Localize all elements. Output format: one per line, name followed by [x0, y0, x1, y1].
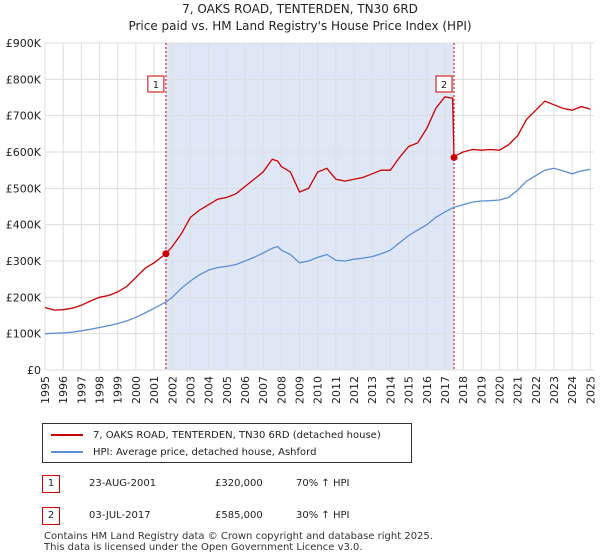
sale-row: 1 23-AUG-2001 £320,000 70% ↑ HPI	[42, 475, 600, 493]
chart-title: 7, OAKS ROAD, TENTERDEN, TN30 6RD	[182, 2, 418, 16]
sale-hpi-change: 70% ↑ HPI	[296, 478, 350, 489]
x-tick-label: 2008	[275, 376, 288, 404]
price-chart: £0 £100K £200K £300K £400K £500K £600K £700K £80…	[6, 37, 598, 404]
legend-label-hpi: HPI: Average price, detached house, Ashf…	[93, 446, 317, 458]
x-tick-label: 1996	[57, 376, 70, 404]
y-tick-label: £500K	[6, 182, 42, 195]
y-tick-label: £100K	[6, 328, 42, 341]
x-tick-label: 2016	[421, 376, 434, 404]
sale-date: 23-AUG-2001	[89, 478, 157, 489]
sale-label-number: 2	[441, 80, 447, 91]
y-tick-label: £200K	[6, 291, 42, 304]
legend-swatch-property	[51, 434, 83, 436]
x-tick-label: 2021	[512, 376, 525, 404]
y-tick-label: £0	[27, 364, 41, 377]
sale-price: £320,000	[215, 478, 263, 489]
x-tick-label: 2020	[493, 376, 506, 404]
x-tick-label: 2015	[403, 376, 416, 404]
sale-price: £585,000	[215, 510, 263, 521]
x-tick-label: 2006	[239, 376, 252, 404]
sale-date: 03-JUL-2017	[89, 510, 151, 521]
x-tick-label: 2022	[530, 376, 543, 404]
x-tick-label: 2014	[384, 376, 397, 404]
x-tick-label: 2017	[439, 376, 452, 404]
legend-label-property: 7, OAKS ROAD, TENTERDEN, TN30 6RD (detac…	[93, 429, 381, 441]
y-tick-label: £900K	[6, 37, 42, 50]
x-tick-label: 2012	[348, 376, 361, 404]
sale-label-box	[147, 75, 165, 93]
legend-item-hpi: HPI: Average price, detached house, Ashf…	[43, 444, 316, 460]
chart-legend: 7, OAKS ROAD, TENTERDEN, TN30 6RD (detac…	[42, 423, 412, 463]
x-tick-label: 2002	[166, 376, 179, 404]
x-tick-label: 2010	[312, 376, 325, 404]
x-tick-label: 2024	[566, 376, 579, 404]
hpi-line	[44, 167, 591, 335]
legend-item-property: 7, OAKS ROAD, TENTERDEN, TN30 6RD (detac…	[43, 427, 381, 443]
x-tick-label: 2011	[330, 376, 343, 404]
y-tick-label: £300K	[6, 255, 42, 268]
x-tick-label: 2000	[130, 376, 143, 404]
x-tick-label: 2023	[548, 376, 561, 404]
x-tick-label: 2004	[203, 376, 216, 404]
x-tick-label: 2001	[148, 376, 161, 404]
sale-badge: 2	[42, 507, 60, 525]
x-tick-label: 1995	[39, 376, 52, 404]
x-tick-label: 2009	[294, 376, 307, 404]
sale-hpi-change: 30% ↑ HPI	[296, 510, 350, 521]
sale-point	[450, 153, 458, 161]
x-tick-label: 1999	[112, 376, 125, 404]
x-tick-label: 2025	[584, 376, 597, 404]
shaded-period	[165, 43, 455, 370]
y-tick-label: £700K	[6, 110, 42, 123]
x-tick-label: 2005	[221, 376, 234, 404]
chart-subtitle: Price paid vs. HM Land Registry's House …	[128, 19, 472, 33]
x-tick-label: 1998	[94, 376, 107, 404]
property-price-line	[44, 96, 591, 311]
x-tick-label: 2007	[257, 376, 270, 404]
x-tick-label: 2003	[184, 376, 197, 404]
footer-licence: This data is licensed under the Open Gov…	[44, 542, 363, 553]
y-tick-label: £400K	[6, 219, 42, 232]
x-tick-label: 1997	[75, 376, 88, 404]
x-tick-label: 2013	[366, 376, 379, 404]
sale-label-number: 1	[153, 80, 159, 91]
sale-badge: 1	[42, 475, 60, 493]
sale-label-box	[435, 75, 453, 93]
x-tick-label: 2019	[475, 376, 488, 404]
sale-row: 2 03-JUL-2017 £585,000 30% ↑ HPI	[42, 507, 600, 525]
y-tick-label: £600K	[6, 146, 42, 159]
y-tick-label: £800K	[6, 73, 42, 86]
x-tick-label: 2018	[457, 376, 470, 404]
footer-copyright: Contains HM Land Registry data © Crown c…	[44, 531, 433, 542]
sale-point	[162, 250, 170, 258]
legend-swatch-hpi	[51, 451, 83, 453]
